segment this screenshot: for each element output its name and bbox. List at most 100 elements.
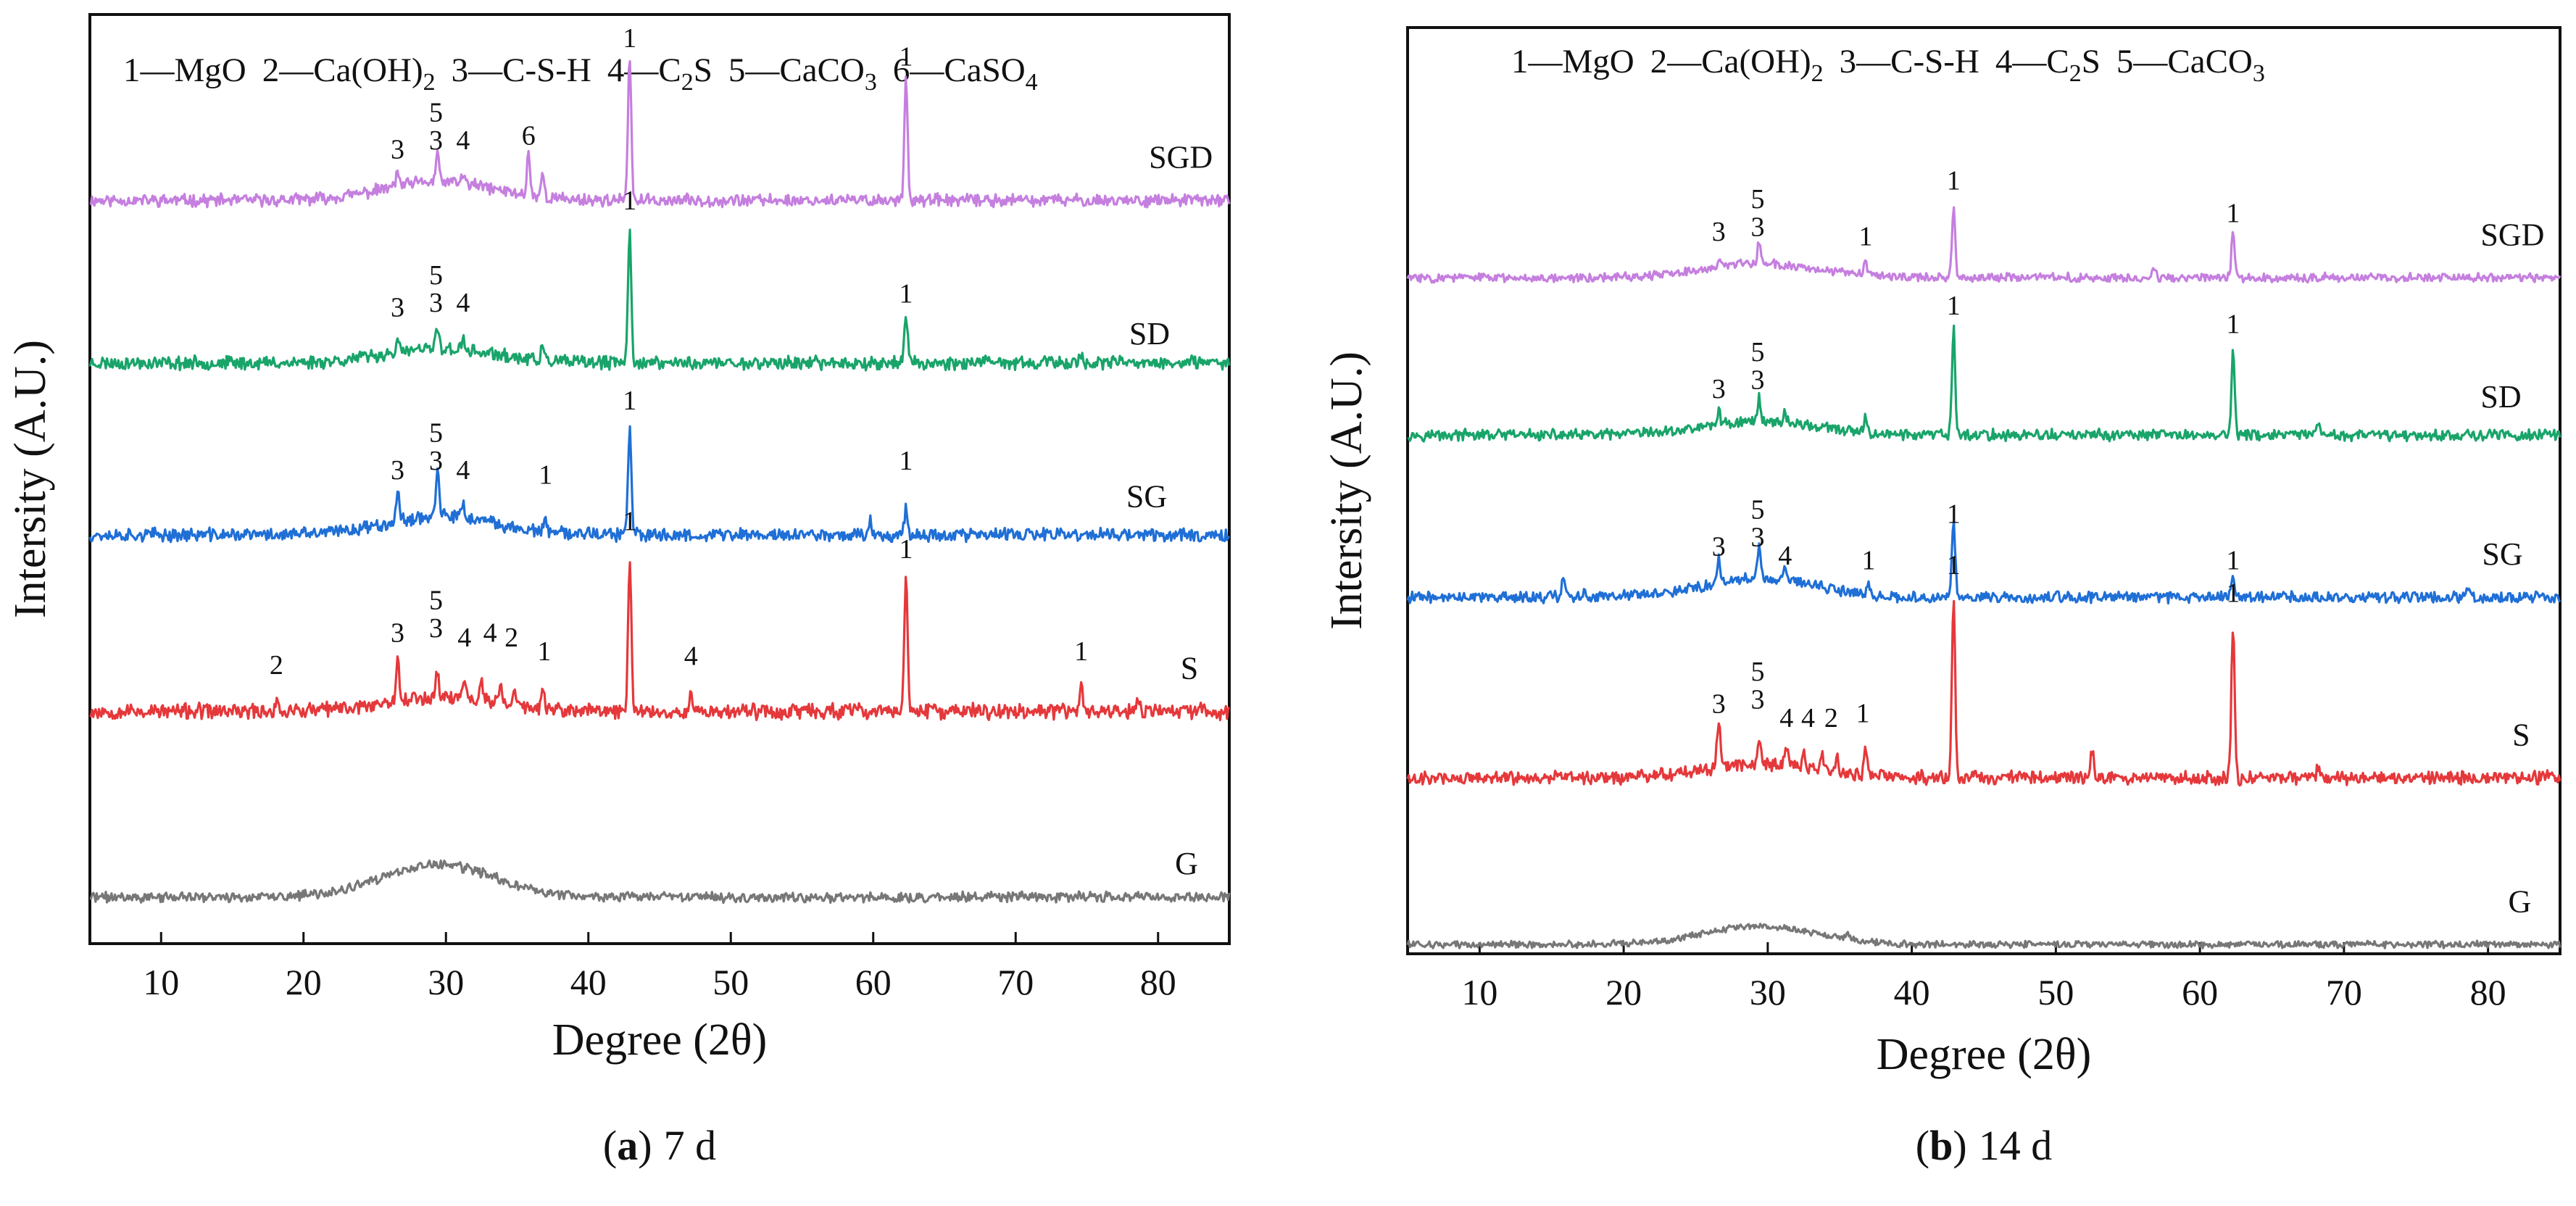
series-line-G [89,859,1231,904]
legend-item-n: 4 [607,51,625,89]
peak-label: 1 [1947,291,1961,321]
series-label-S: S [1181,651,1198,686]
legend-item-sep: — [1666,43,1702,80]
series-label-SD: SD [2480,379,2521,415]
legend-item-sep: — [468,51,503,89]
series-label-S: S [2512,717,2530,752]
series-line-G [1406,923,2562,949]
legend-item-main: C [658,51,681,89]
plot-frame [88,13,1231,945]
peak-label: 1 [2226,546,2240,576]
plot-frame [1406,26,2562,955]
caption-bold: b [1929,1122,1953,1169]
peak-label: 3 [391,293,404,323]
x-tick-label: 60 [2182,972,2218,1012]
legend-item-sub: 3 [865,69,877,96]
peak-label: 1 [2226,309,2240,340]
legend-item-sub: 2 [681,69,694,96]
peak-label: 1 [899,446,913,476]
peak-label: 2 [1824,703,1838,733]
legend-item-n: 5 [2116,43,2134,80]
peak-label: 4 [483,617,497,648]
legend-item-tail: S [2082,43,2101,80]
peak-label: 5 [1750,657,1764,687]
x-tick-label: 50 [712,962,749,1002]
peak-label: 3 [1712,689,1726,720]
legend-item-tail: S [694,51,712,89]
legend-item-n: 1 [1511,43,1529,80]
peak-label: 4 [1778,541,1792,571]
peak-label: 3 [1712,531,1726,562]
legend-item-main: MgO [175,51,246,89]
x-tick-label: 20 [286,962,322,1002]
legend-item-sep: — [278,51,314,89]
legend-item-sep: — [909,51,944,89]
peak-label: 1 [899,42,913,72]
legend-item-n: 5 [728,51,746,89]
peak-label: 6 [522,120,536,151]
peak-label: 4 [1801,703,1815,733]
peak-label: 1 [1947,166,1961,196]
peak-label: 5 [429,418,443,449]
peak-label: 1 [537,636,551,667]
legend-item-n: 2 [1650,43,1668,80]
legend-item-main: CaCO [779,51,865,89]
legend-item-sep: — [744,51,780,89]
legend-item-sep: — [140,51,175,89]
legend: 1—MgO2—Ca(OH)2​3—C-S-H4—C2S5—CaCO3​6—CaS… [123,51,1038,96]
peak-label: 3 [391,135,404,165]
panel-caption: (a) 7 d [603,1122,716,1169]
series-line-SD [88,228,1231,372]
x-tick-label: 40 [1894,972,1930,1012]
peak-label: 5 [1750,494,1764,525]
x-axis-title: Degree (2θ) [552,1015,767,1065]
peak-label: 3 [1750,365,1764,395]
legend-item-sub: 2 [2069,60,2082,87]
legend-item-sub: 3 [2253,60,2265,87]
peak-label: 1 [1859,221,1873,251]
legend-item-main: CaSO [944,51,1025,89]
caption-close: ) [1953,1122,1966,1169]
series-label-G: G [1175,846,1198,881]
x-tick-label: 30 [428,962,464,1002]
x-tick-label: 70 [2326,972,2362,1012]
peak-label: 3 [429,125,443,156]
legend-item-main: C-S-H [502,51,591,89]
chart-panel-a: 10 20 30 40 50 60 70 80 Degree (2θ) Intersity (A.… [6,13,1231,1169]
x-tick-label: 40 [570,962,607,1002]
peak-label: 4 [457,623,471,653]
series-label-SG: SG [2482,536,2522,572]
legend-item-sep: — [2132,43,2168,80]
peak-label: 1 [1947,499,1961,530]
peak-label: 1 [623,23,636,54]
legend-item-n: 3 [1840,43,1857,80]
peak-label: 2 [270,650,283,681]
peak-label: 1 [623,386,636,416]
x-tick-label: 80 [2470,972,2506,1012]
legend-item-n: 1 [123,51,141,89]
peak-label: 4 [456,125,470,156]
peak-label: 1 [2226,198,2240,228]
peak-label: 3 [391,617,404,648]
legend-item-n: 3 [452,51,469,89]
peak-label: 3 [1750,212,1764,243]
series-label-SG: SG [1126,478,1167,514]
legend-item-sep: — [1856,43,1891,80]
series-label-G: G [2508,883,2531,919]
peak-label: 1 [2226,578,2240,608]
peak-label: 1 [623,507,636,537]
peak-label: 1 [1862,546,1876,576]
x-tick-label: 60 [855,962,892,1002]
caption-rest: 7 d [664,1122,717,1169]
peak-label: 5 [429,97,443,128]
legend-item-main: MgO [1563,43,1634,80]
x-tick-label: 30 [1750,972,1786,1012]
series-label-SD: SD [1129,316,1170,352]
peak-label: 5 [429,585,443,615]
x-tick-label: 50 [2037,972,2074,1012]
legend-item-main: CaCO [2167,43,2253,80]
caption-bold: a [617,1122,638,1169]
peak-label: 1 [1947,550,1961,581]
legend-item-n: 2 [262,51,280,89]
